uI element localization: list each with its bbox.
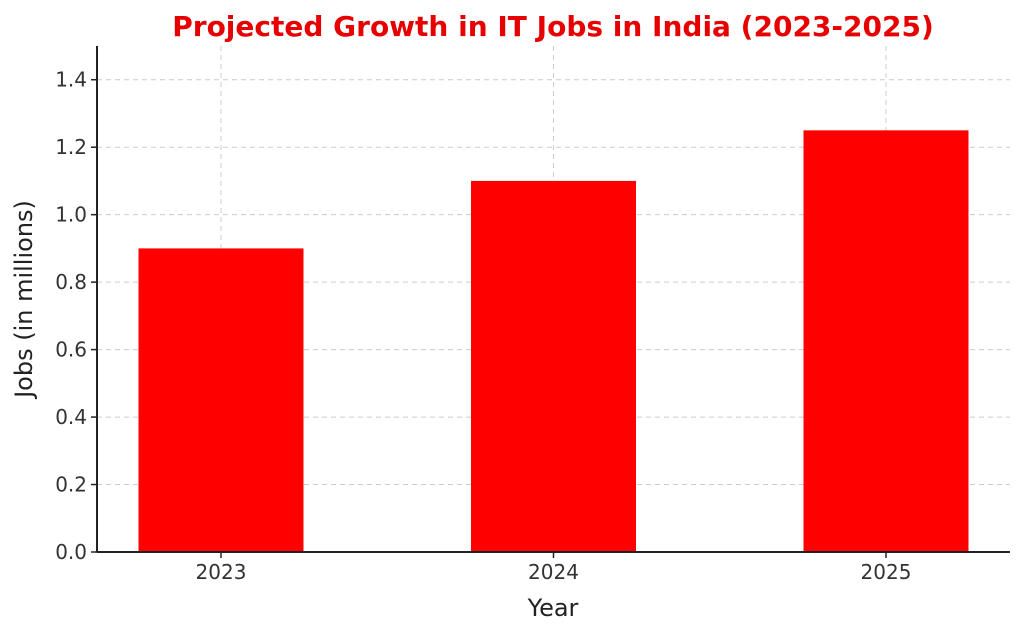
y-tick-label: 0.0: [55, 540, 87, 564]
x-axis-label: Year: [527, 594, 579, 622]
bar-layer: [138, 130, 969, 553]
bar-2025: [803, 130, 969, 553]
x-tick-label: 2025: [861, 560, 912, 584]
bar-2024: [471, 180, 636, 552]
chart-title: Projected Growth in IT Jobs in India (20…: [172, 10, 934, 43]
x-tick-label: 2023: [196, 560, 247, 584]
y-tick-label: 0.4: [55, 405, 87, 429]
y-tick-labels: 0.0 0.2 0.4 0.6 0.8 1.0 1.2 1.4: [55, 68, 97, 564]
y-tick-label: 1.2: [55, 135, 87, 159]
y-tick-label: 1.0: [55, 203, 87, 227]
y-tick-label: 0.2: [55, 473, 87, 497]
x-tick-labels: 2023 2024 2025: [196, 552, 912, 584]
bar-2023: [138, 248, 304, 552]
y-axis-label: Jobs (in millions): [10, 200, 38, 400]
y-tick-label: 0.8: [55, 270, 87, 294]
y-tick-label: 0.6: [55, 338, 87, 362]
x-tick-label: 2024: [528, 560, 579, 584]
y-tick-label: 1.4: [55, 68, 87, 92]
